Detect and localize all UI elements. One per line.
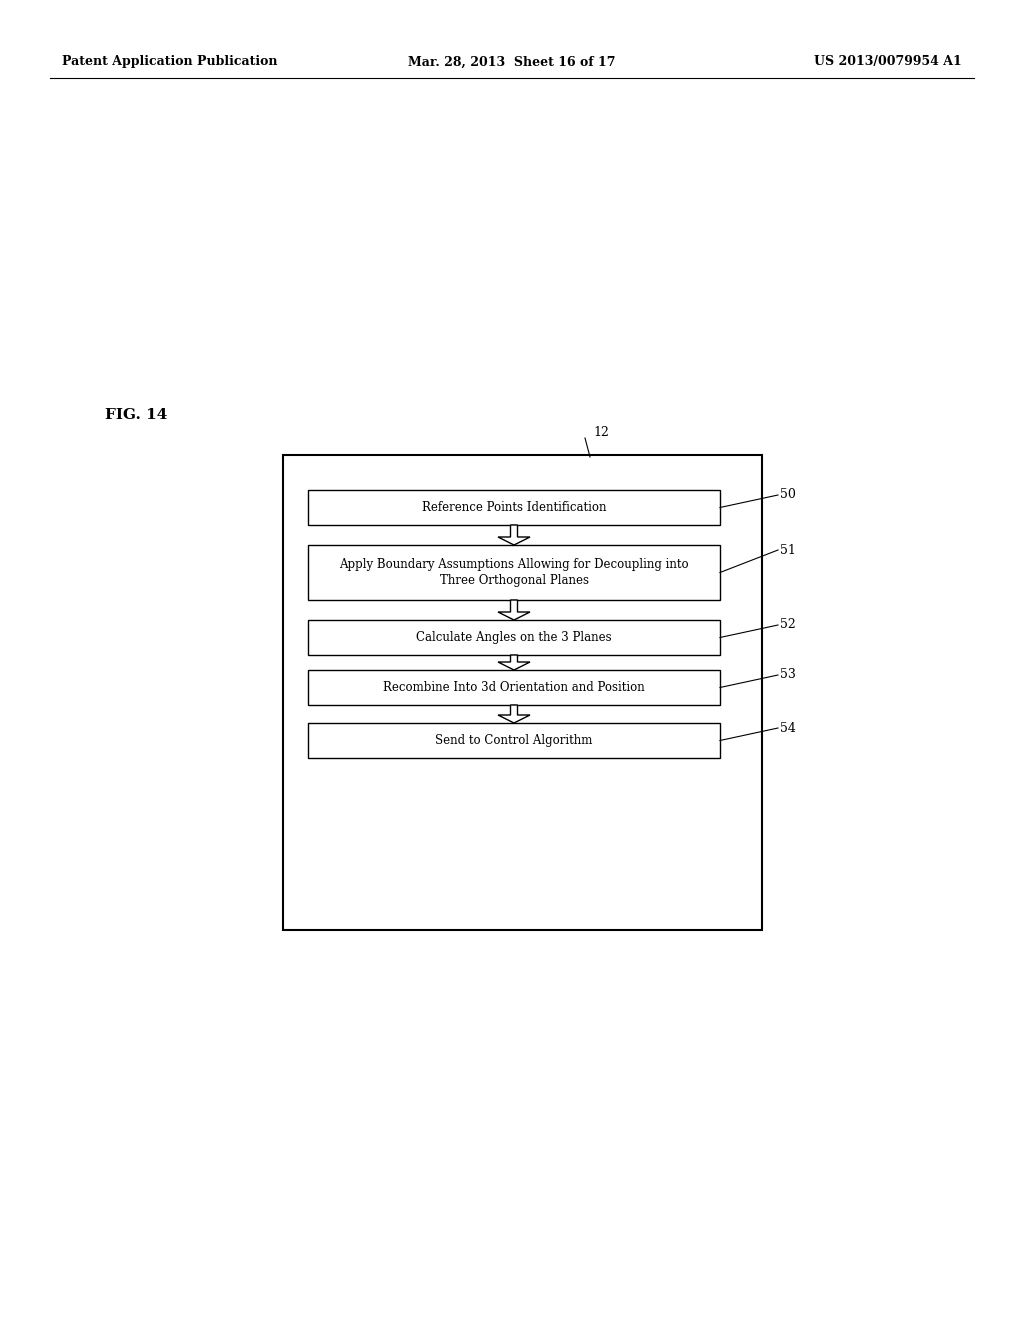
Text: 12: 12 [593, 426, 609, 440]
Bar [308, 545, 720, 601]
Text: 51: 51 [780, 544, 796, 557]
Text: 52: 52 [780, 619, 796, 631]
Bar [308, 490, 720, 525]
Text: Reference Points Identification: Reference Points Identification [422, 502, 606, 513]
Text: Apply Boundary Assumptions Allowing for Decoupling into
Three Orthogonal Planes: Apply Boundary Assumptions Allowing for … [339, 558, 689, 587]
Bar [308, 620, 720, 655]
Text: US 2013/0079954 A1: US 2013/0079954 A1 [814, 55, 962, 69]
Text: Patent Application Publication: Patent Application Publication [62, 55, 278, 69]
Text: Recombine Into 3d Orientation and Position: Recombine Into 3d Orientation and Positi… [383, 681, 645, 694]
Bar [308, 671, 720, 705]
Polygon shape [498, 525, 530, 545]
Polygon shape [498, 601, 530, 620]
Bar [283, 455, 762, 931]
Text: 53: 53 [780, 668, 796, 681]
Text: 50: 50 [780, 488, 796, 502]
Text: Send to Control Algorithm: Send to Control Algorithm [435, 734, 593, 747]
Text: Calculate Angles on the 3 Planes: Calculate Angles on the 3 Planes [416, 631, 611, 644]
Bar [308, 723, 720, 758]
Text: Mar. 28, 2013  Sheet 16 of 17: Mar. 28, 2013 Sheet 16 of 17 [409, 55, 615, 69]
Polygon shape [498, 655, 530, 671]
Text: 54: 54 [780, 722, 796, 734]
Polygon shape [498, 705, 530, 723]
Text: FIG. 14: FIG. 14 [105, 408, 167, 422]
